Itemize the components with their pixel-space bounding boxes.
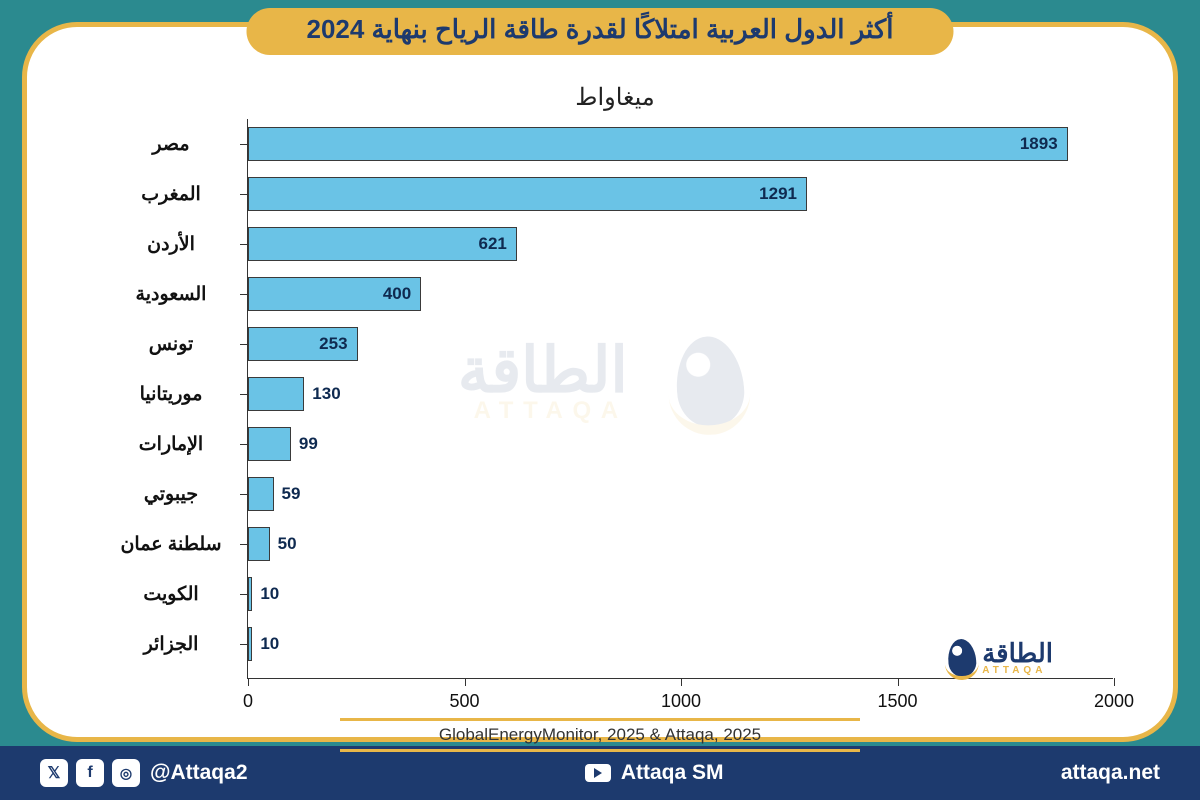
social-handle: @Attaqa2: [150, 761, 248, 785]
x-tick: [1114, 678, 1115, 686]
bar-row: 1893مصر: [248, 127, 1068, 161]
logo: الطاقة ATTAQA: [948, 639, 1053, 677]
x-tick-label: 0: [243, 691, 253, 712]
bar-value-label: 1291: [759, 184, 797, 204]
bar: [248, 427, 291, 461]
x-tick-label: 500: [449, 691, 479, 712]
bar: [248, 177, 807, 211]
chart-frame: الطاقة ATTAQA ميغاواط 1893مصر1291المغرب6…: [22, 22, 1178, 742]
x-tick: [248, 678, 249, 686]
bar-value-label: 59: [282, 484, 301, 504]
source-text: GlobalEnergyMonitor, 2025 & Attaqa, 2025: [439, 721, 761, 749]
y-tick: [240, 144, 248, 145]
footer-bar: 𝕏 f ◎ @Attaqa2 Attaqa SM attaqa.net: [0, 746, 1200, 800]
youtube-label: Attaqa SM: [621, 761, 724, 785]
category-label: سلطنة عمان: [106, 533, 236, 556]
bar-row: 59جيبوتي: [248, 477, 274, 511]
category-label: الجزائر: [106, 633, 236, 656]
y-tick: [240, 644, 248, 645]
youtube-icon: [585, 764, 611, 782]
bar-value-label: 10: [260, 584, 279, 604]
category-label: الأردن: [106, 233, 236, 256]
category-label: جيبوتي: [106, 483, 236, 506]
y-tick: [240, 394, 248, 395]
bar: [248, 127, 1068, 161]
category-label: تونس: [106, 333, 236, 356]
bar-value-label: 400: [383, 284, 411, 304]
x-tick-label: 1000: [661, 691, 701, 712]
bar-row: 130موريتانيا: [248, 377, 304, 411]
footer-social-left: 𝕏 f ◎ @Attaqa2: [40, 759, 248, 787]
bar-value-label: 621: [479, 234, 507, 254]
bar-row: 400السعودية: [248, 277, 421, 311]
y-tick: [240, 544, 248, 545]
y-tick: [240, 594, 248, 595]
plot-area: 1893مصر 1291المغرب 621الأردن 400السعودية 253…: [247, 119, 1113, 679]
bar-row: 253تونس: [248, 327, 358, 361]
footer-youtube: Attaqa SM: [585, 761, 724, 785]
chart-subtitle: ميغاواط: [117, 83, 1113, 112]
y-tick: [240, 294, 248, 295]
bar-row: 10الجزائر: [248, 627, 252, 661]
x-tick-label: 2000: [1094, 691, 1134, 712]
bar-value-label: 10: [260, 634, 279, 654]
category-label: مصر: [106, 133, 236, 156]
logo-text-en: ATTAQA: [982, 666, 1046, 676]
bar: [248, 377, 304, 411]
bar: [248, 627, 252, 661]
source-box: GlobalEnergyMonitor, 2025 & Attaqa, 2025: [340, 718, 860, 752]
y-tick: [240, 344, 248, 345]
x-tick: [681, 678, 682, 686]
x-tick: [465, 678, 466, 686]
footer-site: attaqa.net: [1061, 761, 1160, 785]
bar: [248, 227, 517, 261]
bar: [248, 577, 252, 611]
chart-title: أكثر الدول العربية امتلاكًا لقدرة طاقة ا…: [246, 8, 953, 55]
bar-row: 50سلطنة عمان: [248, 527, 270, 561]
bar-value-label: 99: [299, 434, 318, 454]
bar-row: 1291المغرب: [248, 177, 807, 211]
y-tick: [240, 444, 248, 445]
chart-area: ميغاواط 1893مصر1291المغرب621الأردن400الس…: [117, 119, 1113, 679]
y-tick: [240, 494, 248, 495]
category-label: الإمارات: [106, 433, 236, 456]
bar: [248, 527, 270, 561]
category-label: السعودية: [106, 283, 236, 306]
bar-row: 621الأردن: [248, 227, 517, 261]
y-tick: [240, 244, 248, 245]
x-tick: [898, 678, 899, 686]
bar-value-label: 1893: [1020, 134, 1058, 154]
x-icon: 𝕏: [40, 759, 68, 787]
x-tick-label: 1500: [877, 691, 917, 712]
bar-row: 10الكويت: [248, 577, 252, 611]
category-label: موريتانيا: [106, 383, 236, 406]
bar-value-label: 253: [319, 334, 347, 354]
drop-icon: [947, 638, 978, 678]
category-label: المغرب: [106, 183, 236, 206]
site-url: attaqa.net: [1061, 761, 1160, 785]
bar-value-label: 50: [278, 534, 297, 554]
bar: [248, 477, 274, 511]
bar-value-label: 130: [312, 384, 340, 404]
category-label: الكويت: [106, 583, 236, 606]
instagram-icon: ◎: [112, 759, 140, 787]
facebook-icon: f: [76, 759, 104, 787]
y-tick: [240, 194, 248, 195]
bar-row: 99الإمارات: [248, 427, 291, 461]
logo-text-ar: الطاقة: [982, 640, 1053, 666]
